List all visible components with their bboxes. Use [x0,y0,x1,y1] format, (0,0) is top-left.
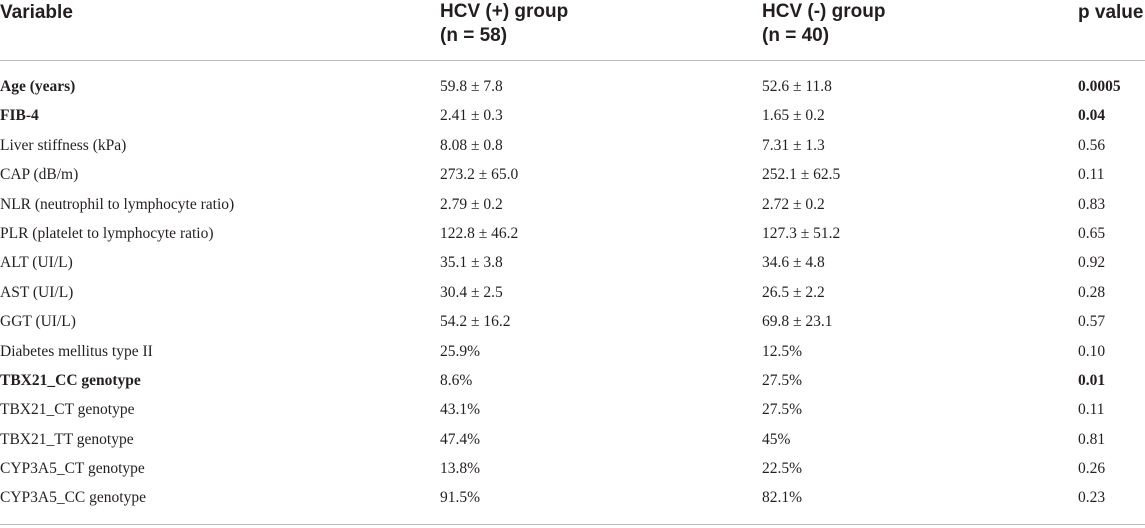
cell-variable: NLR (neutrophil to lymphocyte ratio) [0,195,235,213]
cell-hcv-positive: 35.1 ± 3.8 [440,254,503,272]
table-header: Variable HCV (+) group (n = 58) HCV (-) … [0,0,1145,61]
cell-hcv-positive: 8.6% [440,371,473,389]
header-hcv-negative-n: (n = 40) [762,25,830,46]
cell-variable: AST (UI/L) [0,283,74,301]
cell-hcv-negative: 22.5% [762,460,803,478]
table-row: FIB-4 2.41 ± 0.3 1.65 ± 0.2 0.04 [0,102,1145,131]
cell-hcv-positive: 54.2 ± 16.2 [440,313,511,331]
cell-p-value: 0.57 [1078,313,1106,331]
cell-variable: ALT (UI/L) [0,254,73,272]
cell-variable: PLR (platelet to lymphocyte ratio) [0,224,214,242]
cell-variable: TBX21_CT genotype [0,401,135,419]
cell-p-value: 0.04 [1078,107,1106,125]
cell-p-value: 0.65 [1078,224,1106,242]
cell-variable: FIB-4 [0,107,39,125]
header-hcv-positive-n: (n = 58) [440,25,508,46]
cell-hcv-positive: 13.8% [440,460,481,478]
table-row: CYP3A5_CC genotype 91.5% 82.1% 0.23 [0,484,1145,513]
cell-p-value: 0.01 [1078,371,1106,389]
cell-variable: TBX21_TT genotype [0,430,134,448]
cell-variable: CYP3A5_CT genotype [0,460,145,478]
cell-hcv-positive: 122.8 ± 46.2 [440,224,519,242]
table-row: GGT (UI/L) 54.2 ± 16.2 69.8 ± 23.1 0.57 [0,308,1145,337]
cell-variable: CAP (dB/m) [0,166,79,184]
cell-p-value: 0.23 [1078,489,1106,507]
data-table: Variable HCV (+) group (n = 58) HCV (-) … [0,0,1145,506]
cell-p-value: 0.56 [1078,136,1106,154]
cell-hcv-negative: 45% [762,430,791,448]
cell-p-value: 0.28 [1078,283,1106,301]
cell-hcv-positive: 59.8 ± 7.8 [440,78,503,95]
cell-hcv-negative: 12.5% [762,342,803,360]
cell-p-value: 0.92 [1078,254,1106,272]
cell-p-value: 0.83 [1078,195,1106,213]
cell-hcv-negative: 1.65 ± 0.2 [762,107,825,125]
cell-variable: Age (years) [0,78,76,95]
cell-hcv-positive: 2.79 ± 0.2 [440,195,503,213]
cell-p-value: 0.26 [1078,460,1106,478]
table-row: TBX21_CC genotype 8.6% 27.5% 0.01 [0,367,1145,396]
cell-variable: Liver stiffness (kPa) [0,136,127,154]
cell-hcv-positive: 47.4% [440,430,481,448]
cell-hcv-negative: 34.6 ± 4.8 [762,254,825,272]
table-row: ALT (UI/L) 35.1 ± 3.8 34.6 ± 4.8 0.92 [0,249,1145,278]
table-row: CAP (dB/m) 273.2 ± 65.0 252.1 ± 62.5 0.11 [0,161,1145,190]
header-hcv-positive: HCV (+) group (n = 58) [440,0,568,48]
cell-hcv-negative: 252.1 ± 62.5 [762,166,841,184]
header-variable: Variable [0,2,73,23]
table-row: TBX21_CT genotype 43.1% 27.5% 0.11 [0,396,1145,425]
cell-hcv-positive: 273.2 ± 65.0 [440,166,519,184]
cell-hcv-positive: 30.4 ± 2.5 [440,283,503,301]
cell-hcv-negative: 7.31 ± 1.3 [762,136,825,154]
table-row: AST (UI/L) 30.4 ± 2.5 26.5 ± 2.2 0.28 [0,279,1145,308]
cell-variable: TBX21_CC genotype [0,371,141,389]
cell-hcv-positive: 2.41 ± 0.3 [440,107,503,125]
cell-hcv-positive: 43.1% [440,401,481,419]
cell-hcv-negative: 52.6 ± 11.8 [762,78,832,95]
header-p-value: p value [1078,2,1144,23]
cell-hcv-negative: 26.5 ± 2.2 [762,283,825,301]
cell-p-value: 0.0005 [1078,78,1121,95]
cell-variable: Diabetes mellitus type II [0,342,153,360]
cell-hcv-positive: 25.9% [440,342,481,360]
cell-hcv-positive: 91.5% [440,489,481,507]
cell-p-value: 0.10 [1078,342,1106,360]
table-row: Age (years) 59.8 ± 7.8 52.6 ± 11.8 0.0005 [0,73,1145,102]
table-row: NLR (neutrophil to lymphocyte ratio) 2.79… [0,191,1145,220]
table-row: CYP3A5_CT genotype 13.8% 22.5% 0.26 [0,455,1145,484]
header-hcv-negative: HCV (-) group (n = 40) [762,0,885,48]
header-hcv-negative-title: HCV (-) group [762,1,886,22]
cell-p-value: 0.81 [1078,430,1106,448]
cell-hcv-negative: 69.8 ± 23.1 [762,313,833,331]
cell-variable: CYP3A5_CC genotype [0,489,146,507]
cell-hcv-negative: 82.1% [762,489,803,507]
table-body: Age (years) 59.8 ± 7.8 52.6 ± 11.8 0.0005 FI… [0,73,1145,514]
cell-hcv-positive: 8.08 ± 0.8 [440,136,503,154]
table-row: Liver stiffness (kPa) 8.08 ± 0.8 7.31 ± 1.… [0,132,1145,161]
cell-hcv-negative: 27.5% [762,401,803,419]
table-row: PLR (platelet to lymphocyte ratio) 122.8 … [0,220,1145,249]
table-bottom-rule [0,524,1145,525]
header-hcv-positive-title: HCV (+) group [440,1,569,22]
table-row: Diabetes mellitus type II 25.9% 12.5% 0.10 [0,338,1145,367]
cell-p-value: 0.11 [1078,166,1105,184]
table-row: TBX21_TT genotype 47.4% 45% 0.81 [0,426,1145,455]
cell-hcv-negative: 2.72 ± 0.2 [762,195,825,213]
cell-p-value: 0.11 [1078,401,1105,419]
cell-variable: GGT (UI/L) [0,313,76,331]
cell-hcv-negative: 127.3 ± 51.2 [762,224,841,242]
cell-hcv-negative: 27.5% [762,371,803,389]
